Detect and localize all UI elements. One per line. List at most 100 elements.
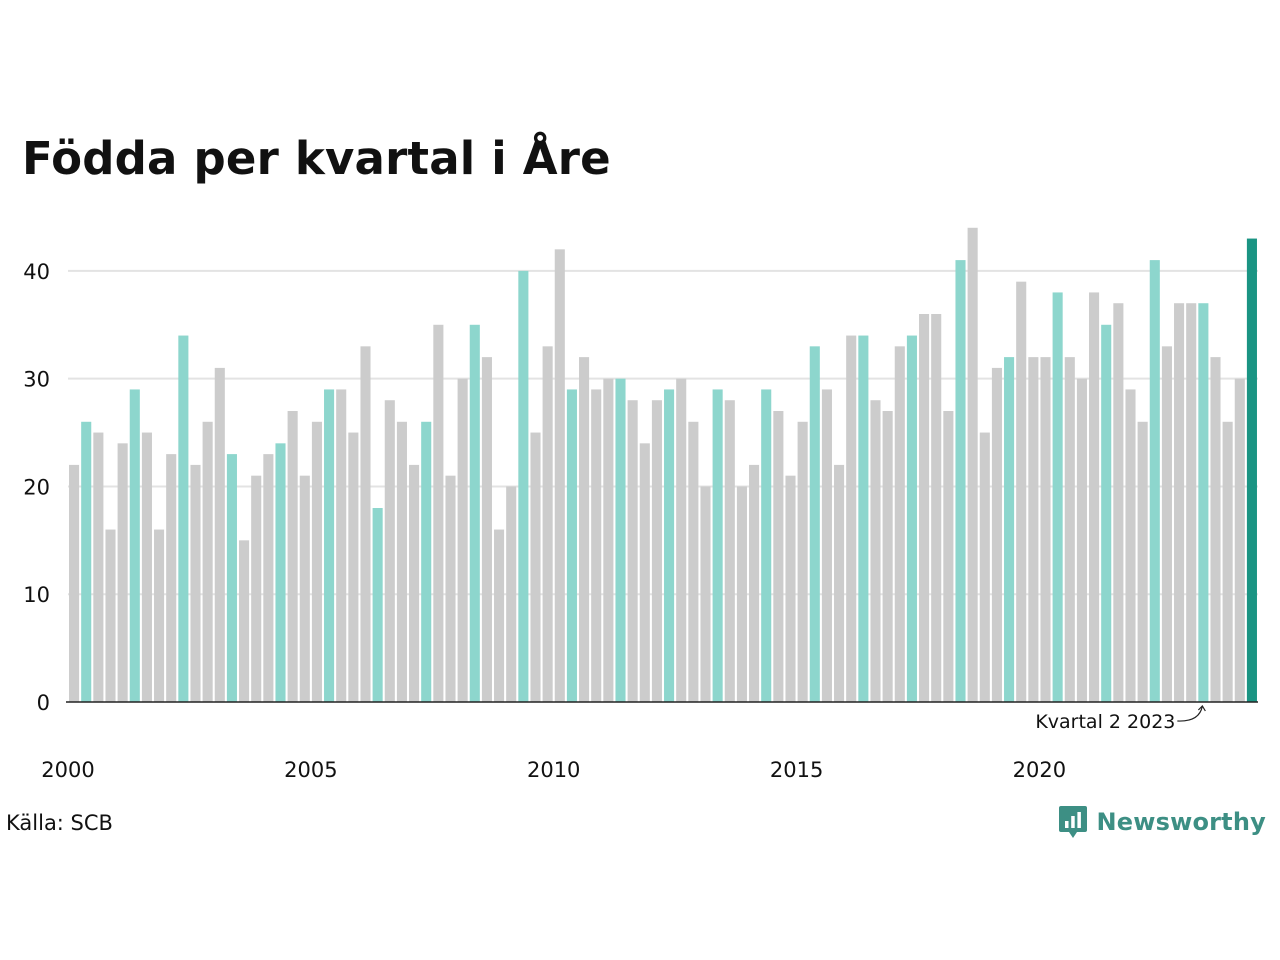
y-tick-label: 0 <box>37 691 50 715</box>
bar <box>1004 357 1015 702</box>
bar <box>1040 357 1051 702</box>
bar <box>154 529 165 702</box>
bar <box>797 421 808 702</box>
bar <box>105 529 116 702</box>
bar <box>846 335 857 702</box>
x-tick-label: 2000 <box>41 758 94 782</box>
bar <box>1198 303 1209 702</box>
bar <box>676 378 687 702</box>
bar <box>1234 378 1245 702</box>
bar <box>639 443 650 702</box>
bar <box>239 540 250 702</box>
bar <box>117 443 128 702</box>
bar <box>664 389 675 702</box>
bar <box>396 421 407 702</box>
bar <box>348 432 359 702</box>
bar <box>178 335 189 702</box>
bar <box>906 335 917 702</box>
bar <box>761 389 772 702</box>
bar <box>287 411 298 702</box>
bar <box>1210 357 1221 702</box>
bar <box>506 486 517 702</box>
newsworthy-logo-icon <box>1059 806 1088 838</box>
bar <box>481 357 492 702</box>
bar <box>360 346 371 702</box>
bar <box>773 411 784 702</box>
bar <box>433 324 444 702</box>
bar <box>93 432 104 702</box>
bar <box>591 389 602 702</box>
bar <box>141 432 152 702</box>
bar <box>991 367 1002 702</box>
bar <box>651 400 662 702</box>
bar <box>1125 389 1136 702</box>
x-tick-label: 2010 <box>527 758 580 782</box>
x-tick-label: 2005 <box>284 758 337 782</box>
bar <box>299 475 310 702</box>
bar <box>1246 238 1257 702</box>
brand-name: Newsworthy <box>1096 808 1266 836</box>
bar <box>1052 292 1063 702</box>
bar <box>518 270 529 702</box>
y-tick-label: 40 <box>23 260 50 284</box>
bar <box>409 464 420 702</box>
bar <box>566 389 577 702</box>
bar <box>251 475 262 702</box>
bar <box>627 400 638 702</box>
bar <box>324 389 335 702</box>
bar <box>469 324 480 702</box>
y-tick-label: 20 <box>23 475 50 499</box>
chart-title: Födda per kvartal i Åre <box>22 132 611 185</box>
bar <box>882 411 893 702</box>
bar <box>554 249 565 702</box>
bar <box>919 314 930 702</box>
bar <box>214 367 225 702</box>
bar <box>1161 346 1172 702</box>
bar <box>530 432 541 702</box>
brand: Newsworthy <box>1058 804 1266 840</box>
y-tick-label: 10 <box>23 583 50 607</box>
bar <box>421 421 432 702</box>
bar <box>615 378 626 702</box>
annotation-label: Kvartal 2 2023 <box>1035 711 1175 733</box>
bar <box>129 389 140 702</box>
bar <box>724 400 735 702</box>
bar <box>736 486 747 702</box>
annotation-arrow <box>1177 705 1203 722</box>
annotation-arrowhead <box>1197 705 1206 712</box>
bar <box>712 389 723 702</box>
bar <box>1076 378 1087 702</box>
bar <box>202 421 213 702</box>
x-tick-label: 2020 <box>1013 758 1066 782</box>
bar <box>821 389 832 702</box>
bar <box>809 346 820 702</box>
bar <box>166 454 177 702</box>
bar <box>894 346 905 702</box>
bar <box>69 464 80 702</box>
bar <box>955 260 966 702</box>
bar <box>445 475 456 702</box>
y-tick-label: 30 <box>23 368 50 392</box>
bar <box>1089 292 1100 702</box>
bar <box>336 389 347 702</box>
bar <box>749 464 760 702</box>
bar <box>943 411 954 702</box>
bar <box>1028 357 1039 702</box>
bar <box>1174 303 1185 702</box>
bar <box>967 227 978 702</box>
bar <box>226 454 237 702</box>
bar <box>603 378 614 702</box>
bar <box>263 454 274 702</box>
bars <box>69 227 1257 702</box>
bar <box>190 464 201 702</box>
source-note: Källa: SCB <box>6 811 113 835</box>
bar <box>275 443 286 702</box>
bar <box>1064 357 1075 702</box>
bar <box>870 400 881 702</box>
bar <box>457 378 468 702</box>
bar <box>688 421 699 702</box>
x-tick-label: 2015 <box>770 758 823 782</box>
bar <box>1137 421 1148 702</box>
bar <box>858 335 869 702</box>
